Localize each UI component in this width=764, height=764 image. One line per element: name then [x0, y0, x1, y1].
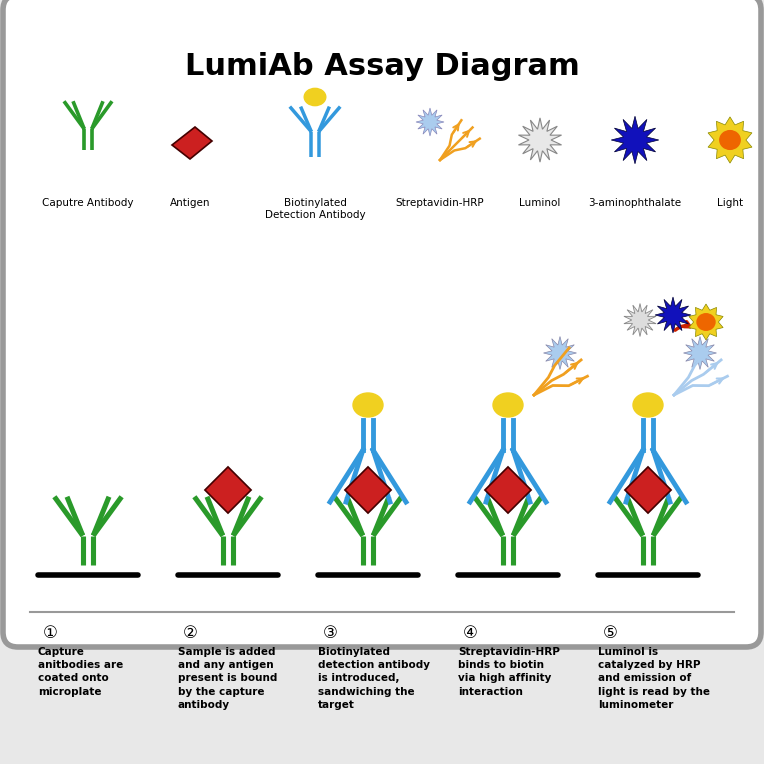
Ellipse shape: [720, 131, 740, 149]
Polygon shape: [684, 336, 717, 370]
Ellipse shape: [304, 89, 325, 105]
Polygon shape: [485, 467, 531, 513]
Text: Streptavidin-HRP
binds to biotin
via high affinity
interaction: Streptavidin-HRP binds to biotin via hig…: [458, 647, 560, 697]
Polygon shape: [624, 303, 656, 336]
Text: Luminol: Luminol: [520, 198, 561, 208]
Text: ②: ②: [183, 624, 198, 642]
FancyBboxPatch shape: [3, 0, 761, 647]
Polygon shape: [345, 467, 391, 513]
Text: Sample is added
and any antigen
present is bound
by the capture
antibody: Sample is added and any antigen present …: [178, 647, 277, 710]
Polygon shape: [708, 117, 752, 163]
Text: ④: ④: [463, 624, 478, 642]
Text: ③: ③: [323, 624, 338, 642]
Text: Biotinylated
detection antibody
is introduced,
sandwiching the
target: Biotinylated detection antibody is intro…: [318, 647, 430, 710]
Ellipse shape: [633, 393, 663, 417]
Text: 3-aminophthalate: 3-aminophthalate: [588, 198, 681, 208]
Polygon shape: [625, 467, 671, 513]
Polygon shape: [519, 118, 562, 162]
Text: Capture
anitbodies are
coated onto
microplate: Capture anitbodies are coated onto micro…: [38, 647, 123, 697]
Text: Streptavidin-HRP: Streptavidin-HRP: [396, 198, 484, 208]
Polygon shape: [416, 108, 444, 136]
Polygon shape: [543, 336, 577, 370]
Ellipse shape: [353, 393, 383, 417]
Polygon shape: [611, 116, 659, 163]
Text: Light: Light: [717, 198, 743, 208]
Text: Antigen: Antigen: [170, 198, 210, 208]
Text: Caputre Antibody: Caputre Antibody: [42, 198, 134, 208]
Polygon shape: [172, 127, 212, 159]
Text: Luminol is
catalyzed by HRP
and emission of
light is read by the
luminometer: Luminol is catalyzed by HRP and emission…: [598, 647, 710, 710]
Text: ①: ①: [43, 624, 58, 642]
Text: ⑤: ⑤: [603, 624, 618, 642]
Polygon shape: [689, 304, 723, 340]
Text: LumiAb Assay Diagram: LumiAb Assay Diagram: [185, 52, 579, 81]
Ellipse shape: [697, 314, 715, 330]
Ellipse shape: [493, 393, 523, 417]
Polygon shape: [655, 297, 691, 333]
Polygon shape: [205, 467, 251, 513]
Text: Biotinylated
Detection Antibody: Biotinylated Detection Antibody: [264, 198, 365, 219]
